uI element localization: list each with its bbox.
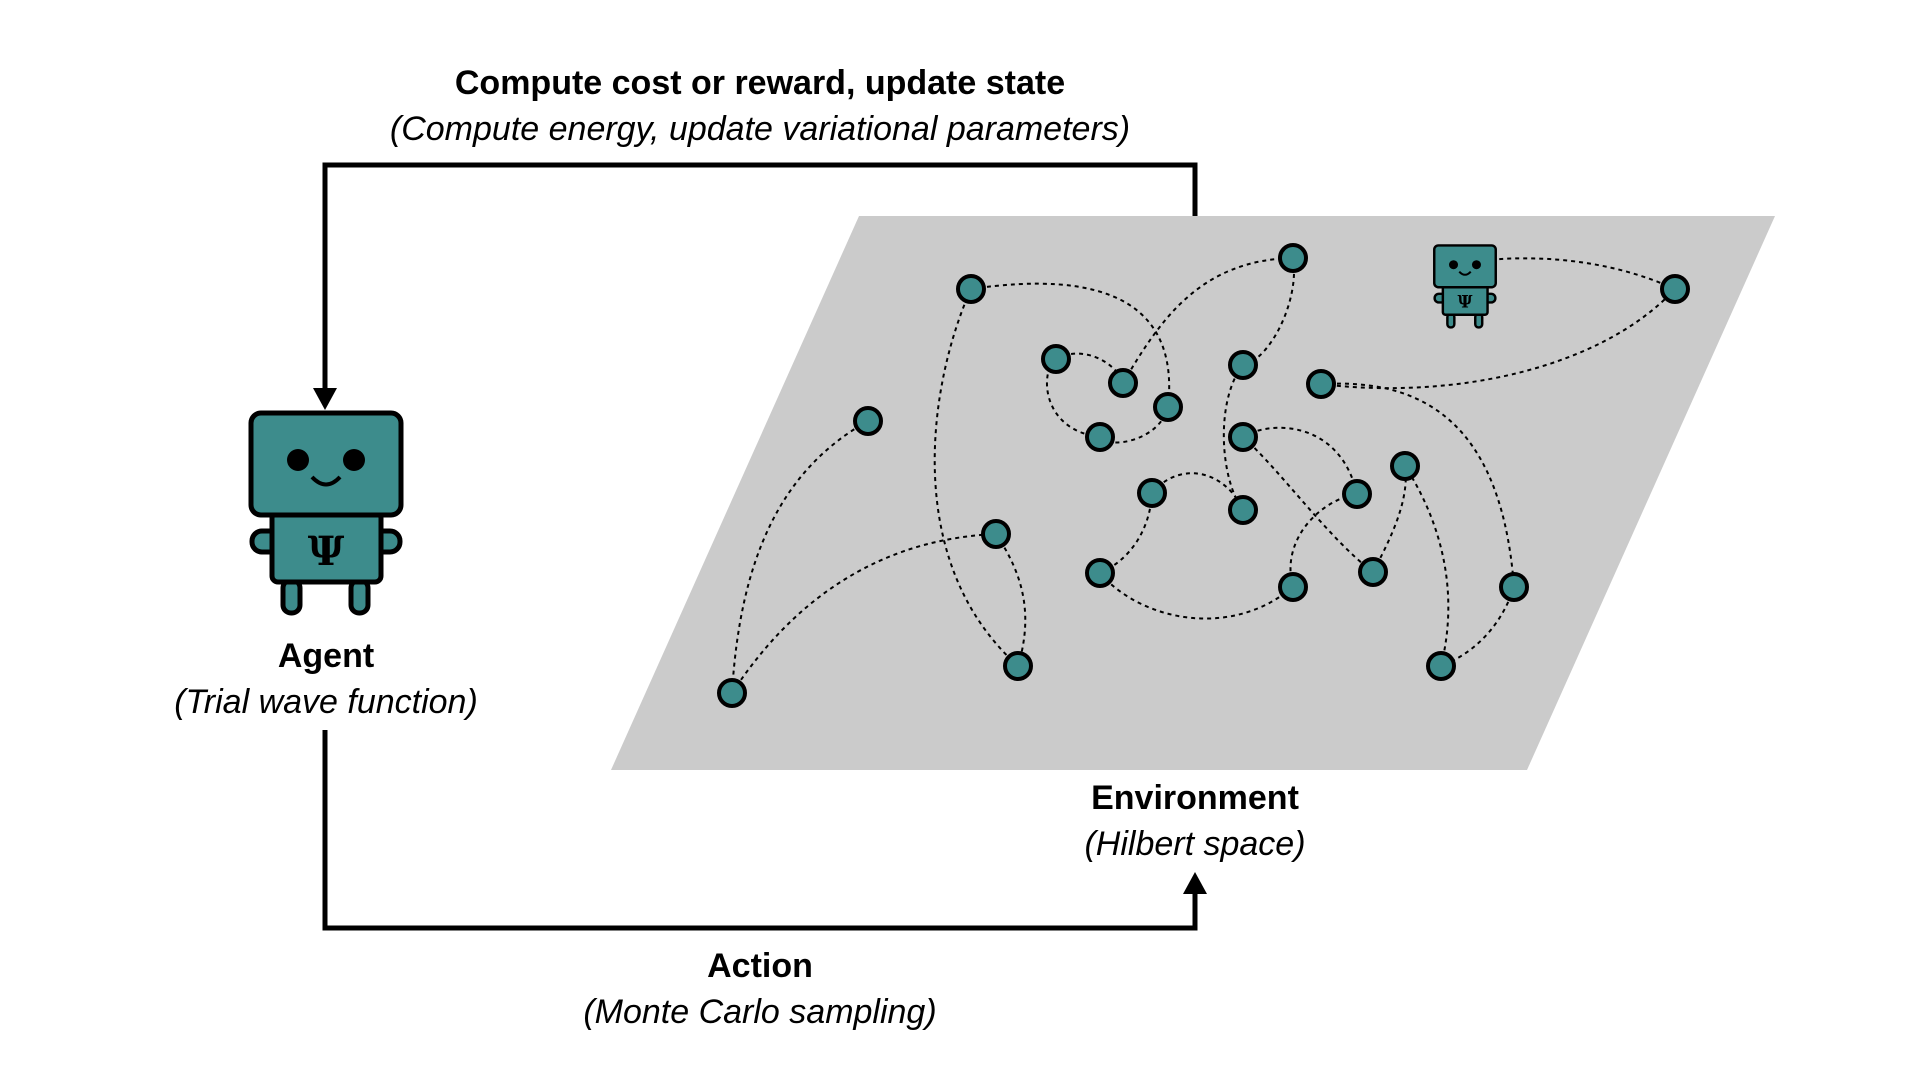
sample-node [1228, 422, 1258, 452]
sampling-path [933, 288, 1019, 667]
sample-node [1358, 557, 1388, 587]
sample-node [1228, 350, 1258, 380]
action-label-title: Action [707, 947, 813, 985]
action-label: Action (Monte Carlo sampling) [583, 943, 936, 1035]
sample-node [1108, 368, 1138, 398]
sample-node [956, 274, 986, 304]
sample-node [1426, 651, 1456, 681]
top-feedback-arrow [313, 162, 1198, 410]
sample-nodes [717, 243, 1690, 708]
sample-node [853, 406, 883, 436]
sample-node [981, 519, 1011, 549]
agent-label-subtitle: (Trial wave function) [174, 683, 478, 721]
small-psi-symbol: Ψ [1458, 293, 1473, 312]
sample-node [1085, 422, 1115, 452]
sample-node [1499, 572, 1529, 602]
sample-node [1390, 451, 1420, 481]
sample-node [1306, 369, 1336, 399]
environment-label-title: Environment [1091, 779, 1299, 817]
sampling-path [1242, 436, 1374, 573]
sampling-path [1320, 382, 1515, 588]
sample-node [1278, 572, 1308, 602]
sampling-path [1469, 257, 1676, 290]
sample-node [1003, 651, 1033, 681]
sampling-path [731, 420, 869, 694]
hilbert-space-plane [611, 216, 1775, 770]
environment-label: Environment (Hilbert space) [1084, 775, 1305, 867]
sample-node [1660, 274, 1690, 304]
agent-robot-icon: Ψ [248, 410, 404, 616]
sampling-path [970, 282, 1171, 408]
sample-node [717, 678, 747, 708]
sampling-path [1122, 257, 1294, 384]
sample-node [1342, 479, 1372, 509]
top-label: Compute cost or reward, update state (Co… [390, 60, 1130, 152]
small-agent-robot-icon: Ψ [1433, 244, 1497, 329]
sample-node [1153, 392, 1183, 422]
agent-label: Agent (Trial wave function) [174, 633, 478, 725]
bottom-action-arrow [322, 730, 1207, 931]
sampling-path [1045, 358, 1101, 438]
sample-node [1085, 558, 1115, 588]
psi-symbol: Ψ [308, 528, 345, 575]
action-label-subtitle: (Monte Carlo sampling) [583, 993, 937, 1031]
top-label-title: Compute cost or reward, update state [454, 64, 1066, 102]
environment-label-subtitle: (Hilbert space) [1084, 825, 1306, 863]
sample-node [1228, 495, 1258, 525]
sample-node [1278, 243, 1308, 273]
sample-node [1137, 478, 1167, 508]
sampling-path [731, 533, 997, 694]
top-label-subtitle: (Compute energy, update variational para… [389, 110, 1131, 148]
sampling-path [1372, 465, 1407, 573]
sample-node [1041, 344, 1071, 374]
sampling-path [1404, 465, 1450, 667]
sampling-path [995, 533, 1027, 667]
agent-label-title: Agent [277, 637, 375, 675]
